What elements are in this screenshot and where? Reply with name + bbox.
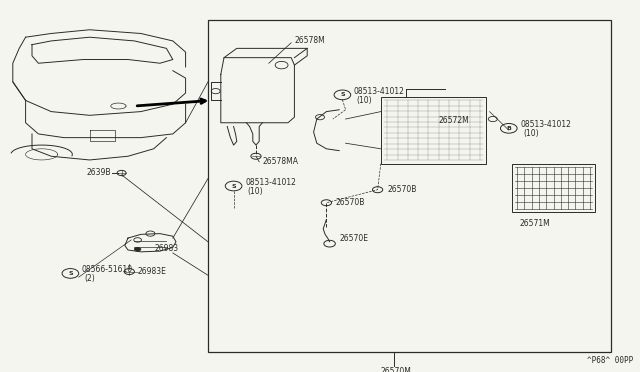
Text: (2): (2) <box>84 275 95 283</box>
Text: 26570E: 26570E <box>339 234 368 243</box>
Text: 08566-51610: 08566-51610 <box>82 265 133 274</box>
Text: S: S <box>231 183 236 189</box>
Text: S: S <box>68 271 73 276</box>
Text: 26570M: 26570M <box>381 368 412 372</box>
Text: 26578MA: 26578MA <box>262 157 298 166</box>
Text: (10): (10) <box>356 96 372 105</box>
Text: 26572M: 26572M <box>438 116 469 125</box>
Text: 08513-41012: 08513-41012 <box>354 87 404 96</box>
Text: ^P68^ 00PP: ^P68^ 00PP <box>588 356 634 365</box>
Text: (10): (10) <box>248 187 263 196</box>
Text: 26983E: 26983E <box>138 267 166 276</box>
Text: B: B <box>506 126 511 131</box>
Text: 08513-41012: 08513-41012 <box>245 178 296 187</box>
Text: 2639B: 2639B <box>86 169 111 177</box>
Text: 26983: 26983 <box>155 244 179 253</box>
Circle shape <box>134 247 141 251</box>
Text: 26571M: 26571M <box>520 219 550 228</box>
Text: S: S <box>340 92 345 97</box>
Text: 08513-41012: 08513-41012 <box>520 120 571 129</box>
Text: 26570B: 26570B <box>387 185 417 194</box>
Text: 26570B: 26570B <box>336 198 365 207</box>
Text: 26578M: 26578M <box>294 36 325 45</box>
Text: (10): (10) <box>523 129 538 138</box>
